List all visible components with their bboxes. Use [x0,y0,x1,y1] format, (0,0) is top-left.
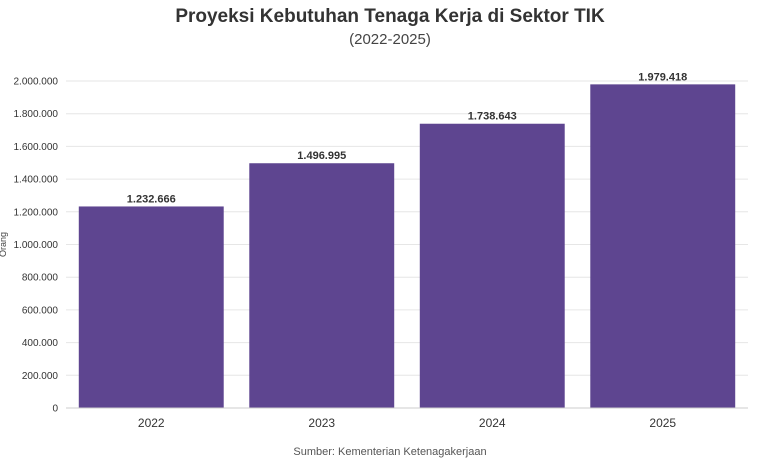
y-tick-label: 2.000.000 [14,77,59,88]
y-tick-label: 1.200.000 [14,207,59,218]
x-tick-label: 2023 [308,416,335,430]
bar-2024 [419,123,565,408]
data-label: 1.738.643 [468,111,517,123]
y-tick-label: 600.000 [22,305,59,316]
y-tick-label: 1.800.000 [14,109,59,120]
x-tick-label: 2025 [649,416,676,430]
y-tick-label: 400.000 [22,338,59,349]
y-tick-label: 1.600.000 [14,142,59,153]
data-label: 1.496.995 [297,150,346,162]
chart-title: Proyeksi Kebutuhan Tenaga Kerja di Sekto… [175,6,605,27]
y-axis-label: Orang [0,232,8,257]
y-tick-label: 1.400.000 [14,175,59,186]
bar-chart: 0 200.000 400.000 600.000 800.000 1.000.000 1.… [0,71,748,430]
x-tick-label: 2024 [479,416,506,430]
y-tick-label: 200.000 [22,371,59,382]
bar-2023 [249,163,395,408]
x-tick-label: 2022 [138,416,165,430]
bar-2022 [78,206,224,408]
y-tick-label: 1.000.000 [14,240,59,251]
data-label: 1.232.666 [127,193,176,205]
y-tick-label: 0 [52,404,58,415]
chart-subtitle: (2022-2025) [349,31,431,48]
bar-2025 [590,84,736,408]
y-tick-label: 800.000 [22,273,59,284]
data-label: 1.979.418 [638,71,687,83]
chart-source: Sumber: Kementerian Ketenagakerjaan [293,446,487,458]
